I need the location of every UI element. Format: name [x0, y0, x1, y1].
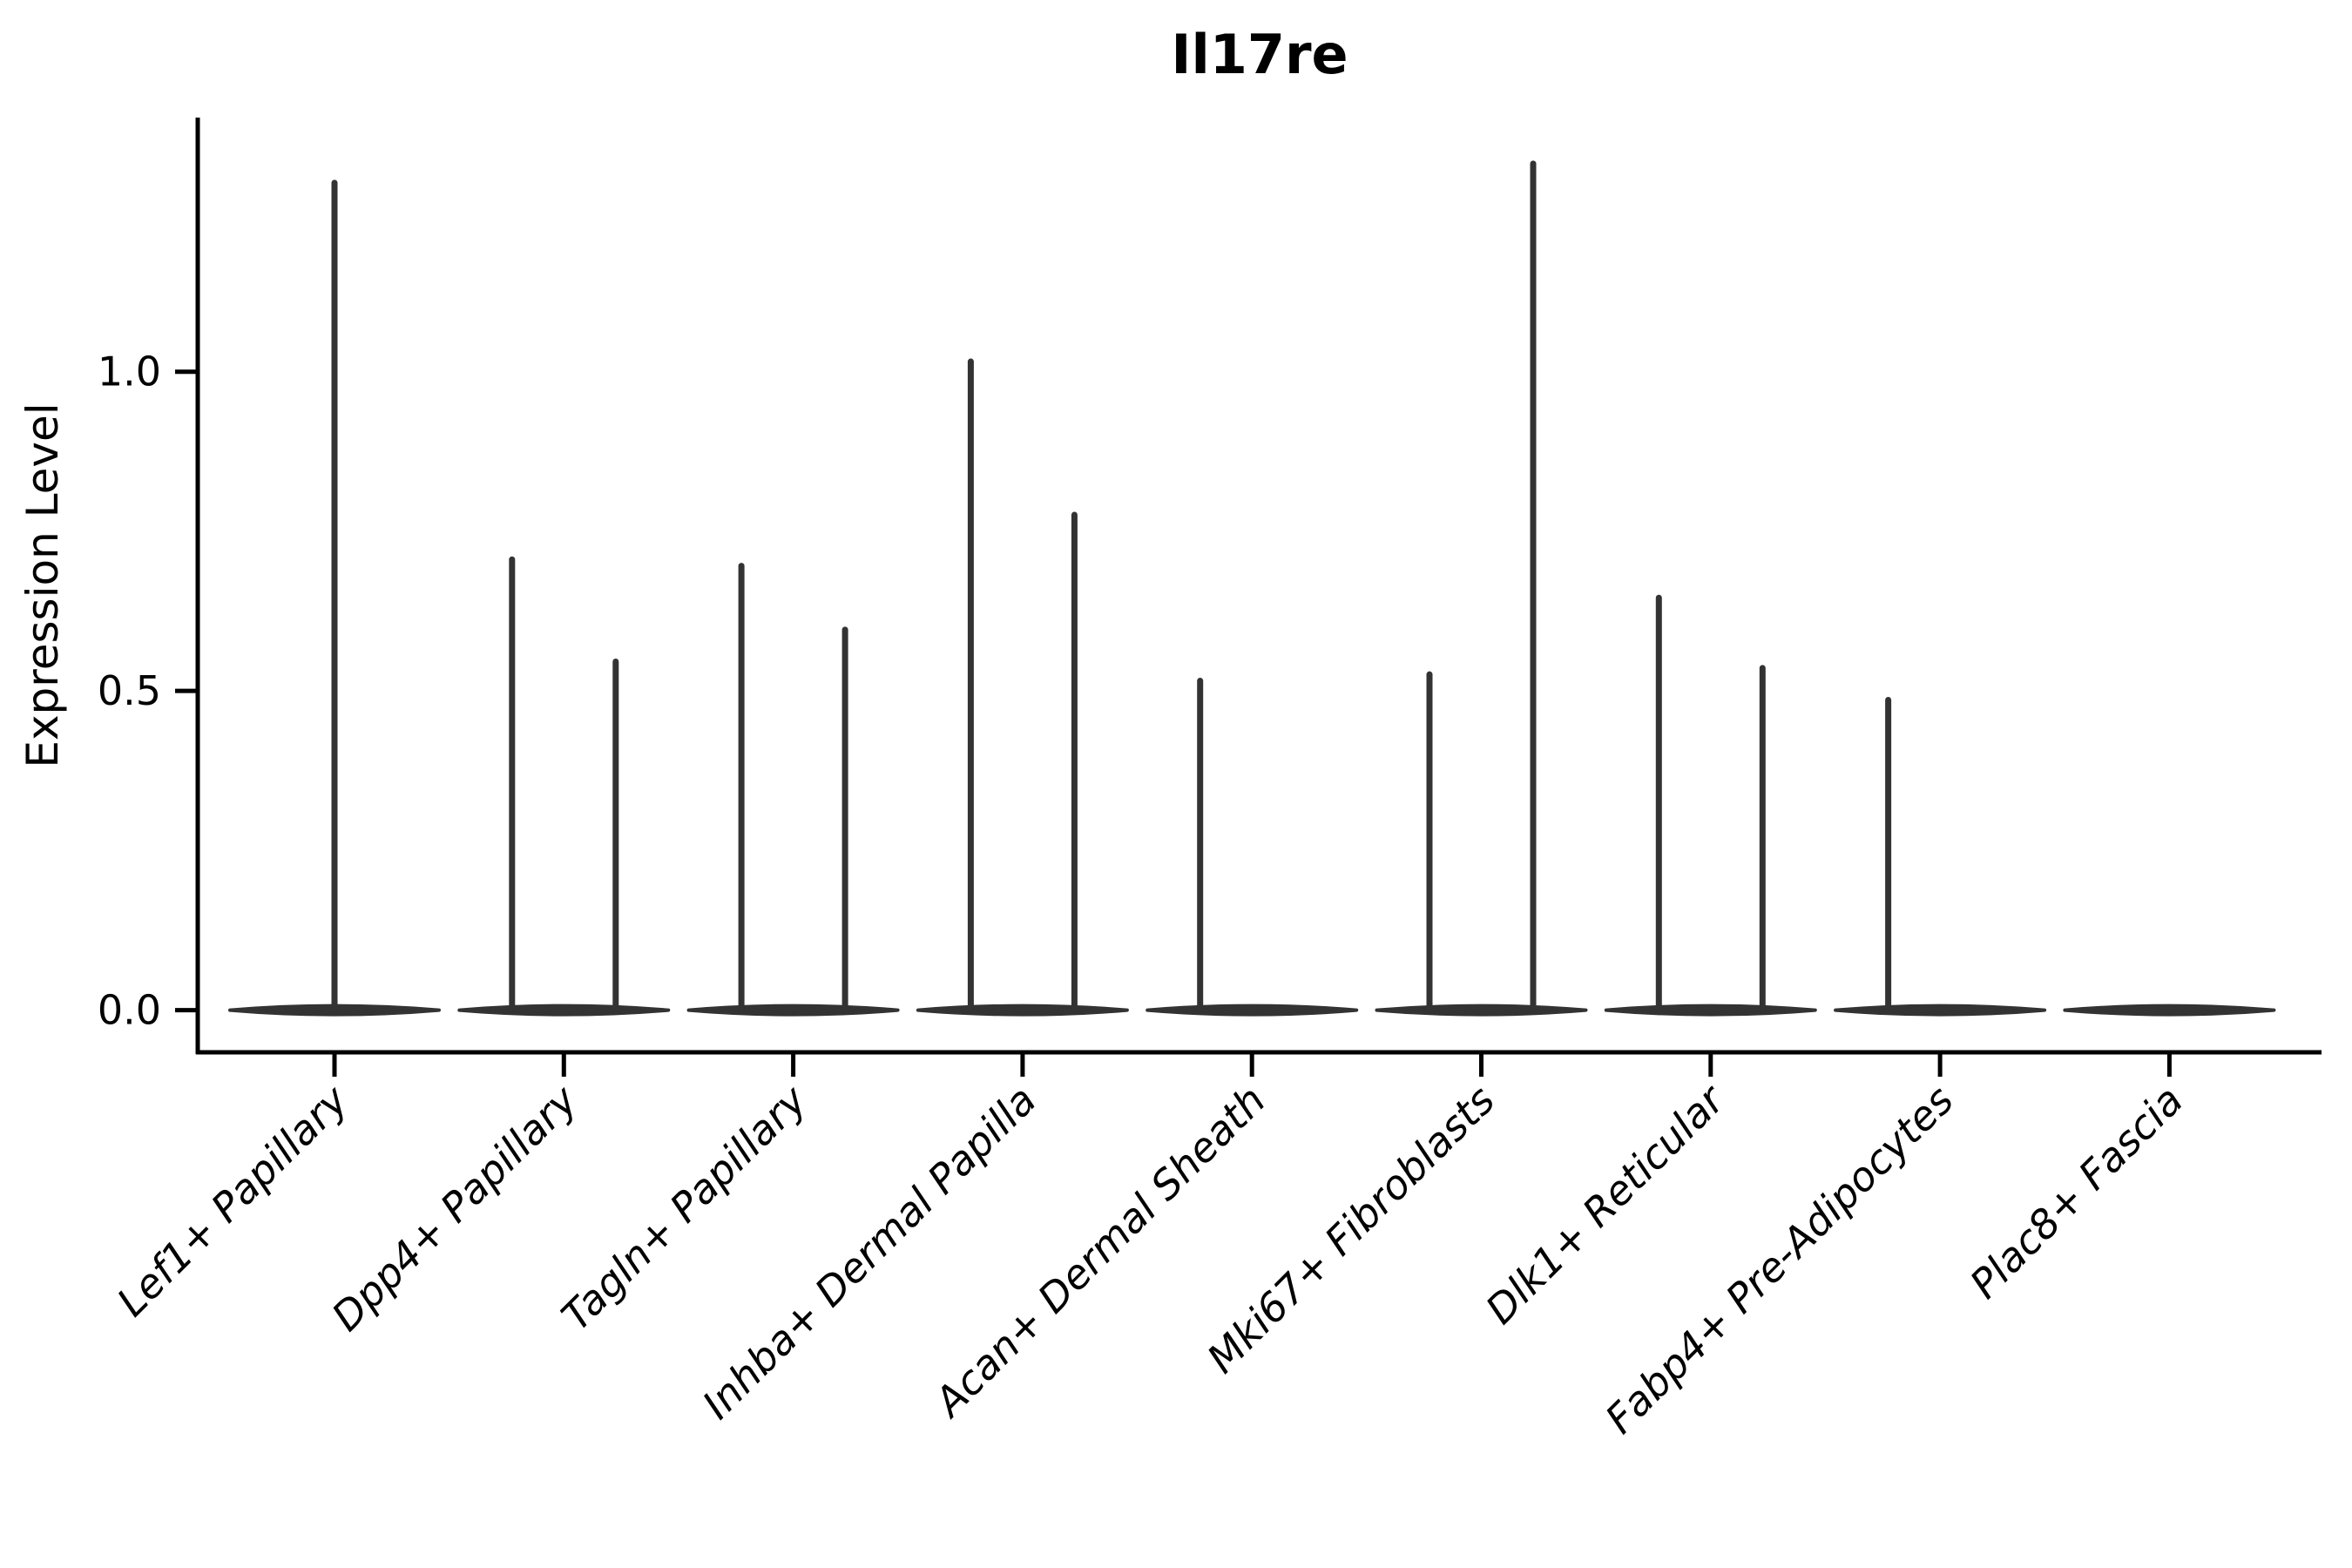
violin-body	[916, 1004, 1129, 1017]
y-tick-label: 0.5	[98, 667, 161, 714]
x-tick-label: Dlk1+ Reticular	[1477, 1074, 1735, 1333]
violin-body	[1834, 1004, 2047, 1017]
x-tick-label: Tagln+ Papillary	[552, 1076, 816, 1340]
violin-body	[1604, 1004, 1817, 1017]
y-tick-label: 1.0	[98, 348, 161, 395]
violin-body	[2063, 1004, 2276, 1017]
y-tick-label: 0.0	[98, 987, 161, 1034]
x-tick-label: Lef1+ Papillary	[108, 1076, 357, 1325]
violin-body	[1146, 1004, 1359, 1017]
violin-body	[686, 1004, 900, 1017]
x-tick-label: Dpp4+ Papillary	[322, 1076, 586, 1340]
violin-body	[457, 1004, 671, 1017]
chart-title: Il17re	[1171, 23, 1348, 86]
x-tick-label: Plac8+ Fascia	[1961, 1077, 2192, 1308]
violin-body	[1375, 1004, 1588, 1017]
